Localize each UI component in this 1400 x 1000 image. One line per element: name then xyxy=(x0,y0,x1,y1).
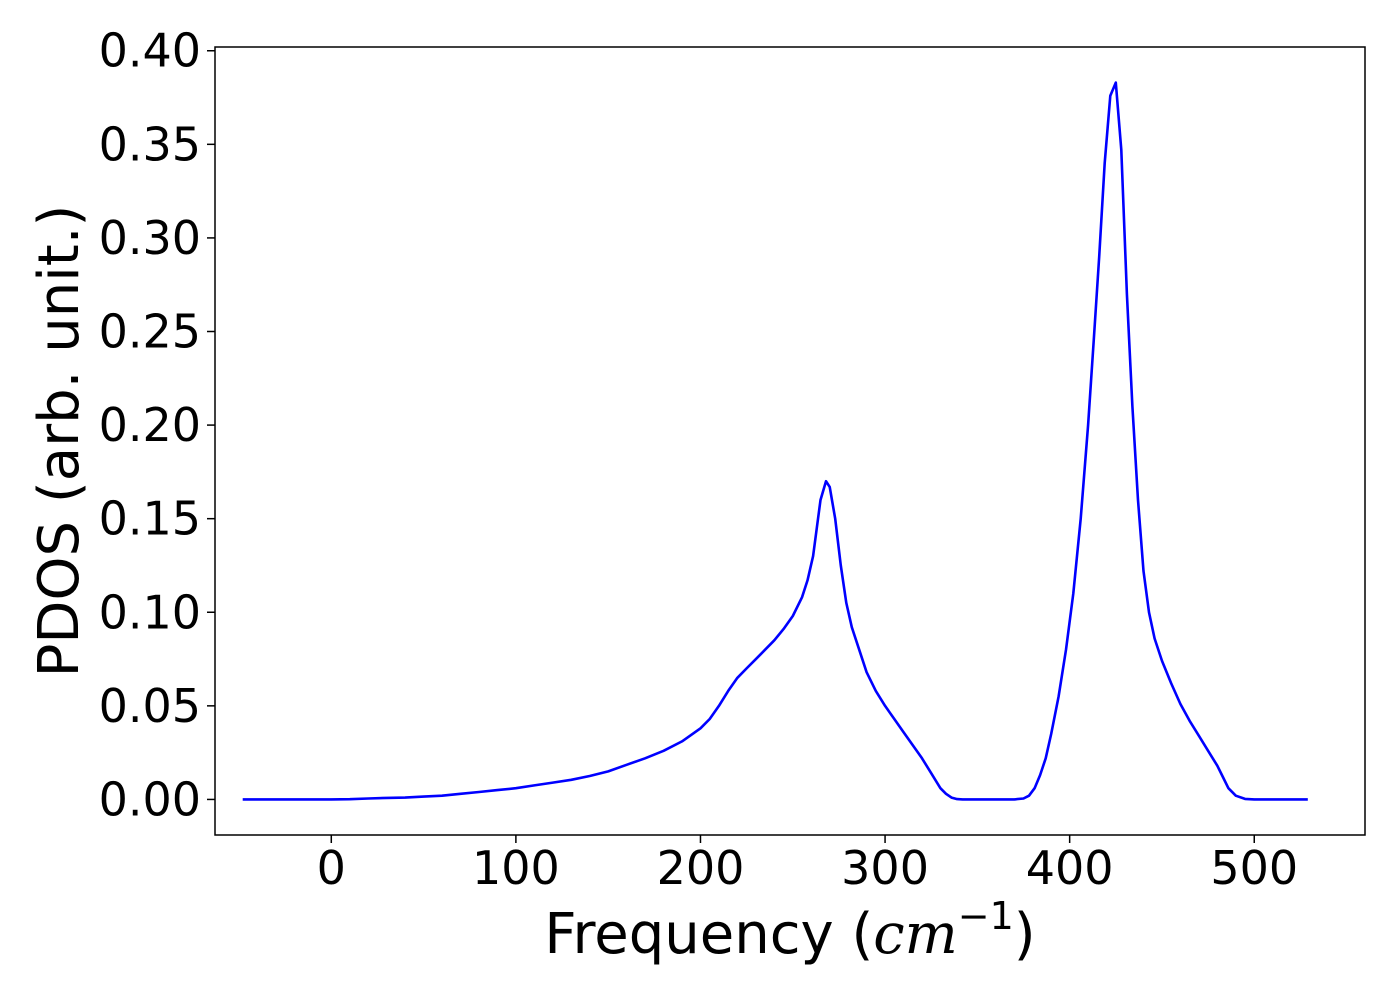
y-tick-label: 0.35 xyxy=(99,117,201,171)
x-axis-label-exponent: −1 xyxy=(958,894,1014,938)
y-axis-ticks: 0.00 0.05 0.10 0.15 0.20 0.25 0.30 0.35 0.40 xyxy=(99,24,215,826)
x-tick-label: 400 xyxy=(1026,841,1114,895)
x-axis-label-suffix: ) xyxy=(1014,902,1036,967)
y-tick-label: 0.15 xyxy=(99,492,201,546)
y-tick-label: 0.10 xyxy=(99,585,201,639)
y-tick-label: 0.30 xyxy=(99,211,201,265)
x-tick-label: 100 xyxy=(472,841,560,895)
y-tick-label: 0.00 xyxy=(99,772,201,826)
y-tick-label: 0.25 xyxy=(99,305,201,359)
x-axis-label-unit: cm xyxy=(873,902,957,967)
x-tick-label: 0 xyxy=(317,841,346,895)
x-tick-label: 300 xyxy=(841,841,929,895)
series-layer xyxy=(242,81,1308,801)
y-tick-label: 0.40 xyxy=(99,24,201,78)
y-tick-label: 0.05 xyxy=(99,679,201,733)
plot-area-frame xyxy=(214,46,1366,836)
x-axis-ticks: 0 100 200 300 400 500 xyxy=(317,835,1298,895)
x-axis-label: Frequency (cm−1) xyxy=(544,894,1035,967)
x-axis-label-prefix: Frequency ( xyxy=(544,902,873,967)
x-tick-label: 500 xyxy=(1210,841,1298,895)
pdos-series-line xyxy=(242,81,1308,801)
y-axis-label: PDOS (arb. unit.) xyxy=(27,205,92,678)
y-tick-label: 0.20 xyxy=(99,398,201,452)
x-tick-label: 200 xyxy=(657,841,745,895)
